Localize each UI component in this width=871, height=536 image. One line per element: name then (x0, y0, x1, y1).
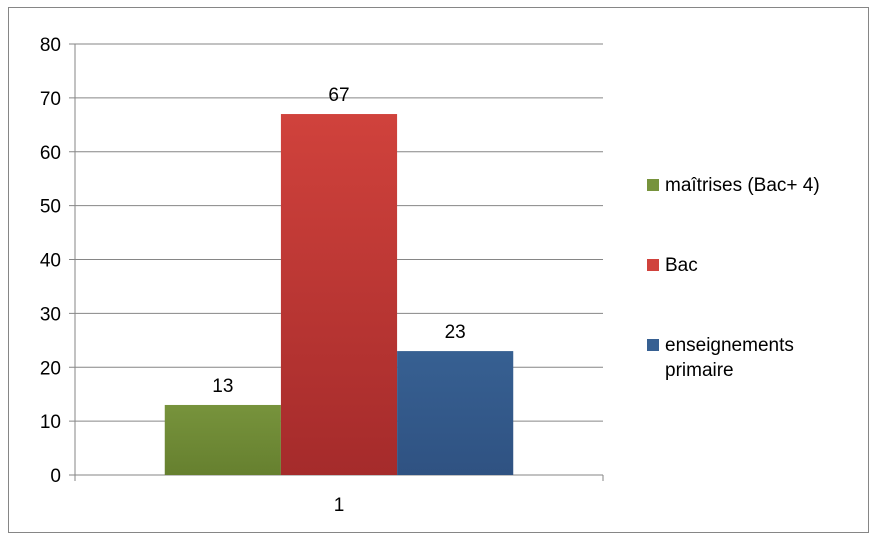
legend-swatch (647, 259, 659, 271)
legend-label: enseignements primaire (665, 335, 794, 381)
legend-label: maîtrises (Bac+ 4) (665, 175, 820, 196)
legend-swatch (647, 179, 659, 191)
legend-label: Bac (665, 255, 698, 276)
data-label: 23 (445, 322, 466, 343)
y-tick-label: 70 (40, 89, 61, 110)
legend-swatch (647, 339, 659, 351)
data-label: 13 (212, 376, 233, 397)
y-tick-label: 80 (40, 35, 61, 56)
y-tick-label: 0 (50, 466, 61, 487)
legend: maîtrises (Bac+ 4) Bac enseignements primai… (647, 175, 820, 381)
data-labels: 13 67 23 (212, 85, 465, 397)
y-tick-label: 60 (40, 143, 61, 164)
y-tick-label: 20 (40, 358, 61, 379)
data-label: 67 (328, 85, 349, 106)
bar-0 (164, 404, 281, 475)
bars (164, 114, 514, 475)
y-tick-label: 40 (40, 251, 61, 272)
bar-2 (397, 351, 514, 475)
y-tick-label: 50 (40, 197, 61, 218)
chart-frame: 0 10 20 30 40 50 60 70 80 1 13 67 23 maîtrises (Bac… (8, 7, 869, 533)
x-tick-label: 1 (334, 495, 345, 516)
y-tick-label: 10 (40, 412, 61, 433)
y-tick-label: 30 (40, 304, 61, 325)
axes: 0 10 20 30 40 50 60 70 80 1 (40, 35, 604, 516)
bar-1 (280, 114, 398, 475)
bar-chart: 0 10 20 30 40 50 60 70 80 1 13 67 23 maîtrises (Bac… (40, 35, 820, 516)
